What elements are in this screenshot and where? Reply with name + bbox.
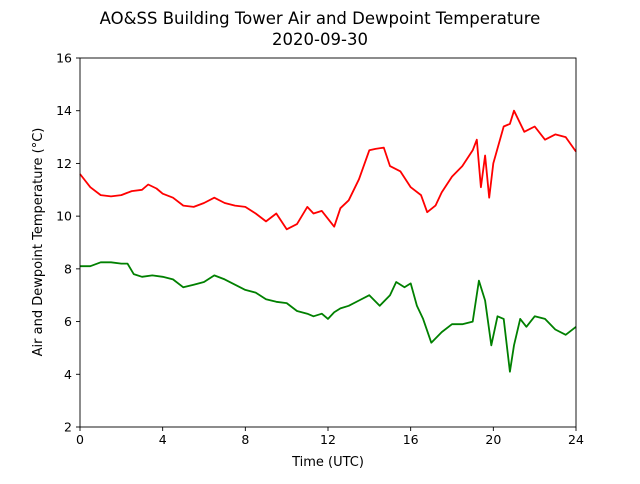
y-tick-label: 14	[56, 103, 72, 118]
chart-title: AO&SS Building Tower Air and Dewpoint Te…	[100, 9, 541, 28]
y-tick-label: 10	[56, 209, 72, 224]
y-tick-label: 2	[64, 420, 72, 435]
y-axis-label: Air and Dewpoint Temperature (°C)	[31, 128, 46, 357]
x-tick-label: 8	[241, 432, 249, 447]
x-tick-label: 20	[485, 432, 501, 447]
series-layer	[79, 109, 577, 373]
x-tick-label: 4	[159, 432, 167, 447]
y-tick-label: 16	[56, 51, 72, 66]
x-tick-label: 16	[403, 432, 419, 447]
x-tick-label: 12	[320, 432, 336, 447]
series-line-air	[79, 109, 577, 231]
y-tick-label: 8	[64, 261, 72, 276]
y-tick-label: 12	[56, 156, 72, 171]
series-line-dewpoint	[80, 261, 577, 373]
x-tick-label: 0	[76, 432, 84, 447]
y-tick-label: 6	[64, 314, 72, 329]
x-axis-label: Time (UTC)	[291, 455, 364, 470]
chart-subtitle: 2020-09-30	[272, 30, 368, 49]
y-tick-label: 4	[64, 367, 72, 382]
x-tick-label: 24	[568, 432, 584, 447]
